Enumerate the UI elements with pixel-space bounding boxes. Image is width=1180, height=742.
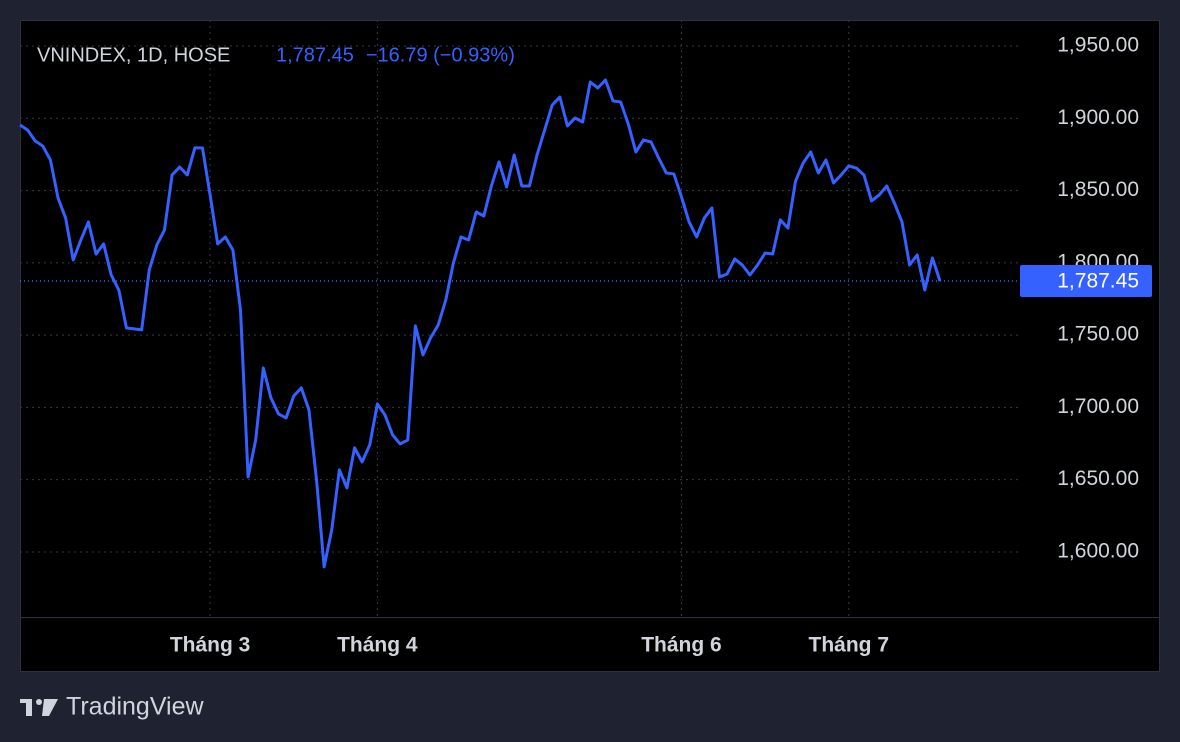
brand-logo bbox=[20, 699, 58, 716]
x-tick-label: Tháng 6 bbox=[641, 634, 722, 657]
y-tick-label: 1,850.00 bbox=[1057, 178, 1139, 201]
y-tick-label: 1,600.00 bbox=[1057, 539, 1139, 562]
y-tick-label: 1,950.00 bbox=[1057, 34, 1139, 57]
header-change: −16.79 (−0.93%) bbox=[366, 44, 515, 66]
y-tick-label: 1,650.00 bbox=[1057, 467, 1139, 490]
header-price: 1,787.45 bbox=[276, 44, 354, 66]
plot bbox=[19, 78, 1020, 569]
grid bbox=[20, 20, 1018, 617]
y-tick-label: 1,750.00 bbox=[1057, 323, 1139, 346]
last-price-box bbox=[1020, 264, 1152, 297]
x-tick-label: Tháng 4 bbox=[337, 634, 418, 657]
x-tick-label: Tháng 3 bbox=[170, 634, 251, 657]
last-price-label: 1,787.45 bbox=[1057, 270, 1139, 293]
x-tick-label: Tháng 7 bbox=[809, 634, 890, 657]
y-tick-label: 1,900.00 bbox=[1057, 106, 1139, 129]
brand-name: TradingView bbox=[66, 693, 205, 721]
price-line bbox=[19, 78, 942, 569]
chart-title: VNINDEX, 1D, HOSE bbox=[37, 44, 230, 66]
y-tick-label: 1,700.00 bbox=[1057, 395, 1139, 418]
